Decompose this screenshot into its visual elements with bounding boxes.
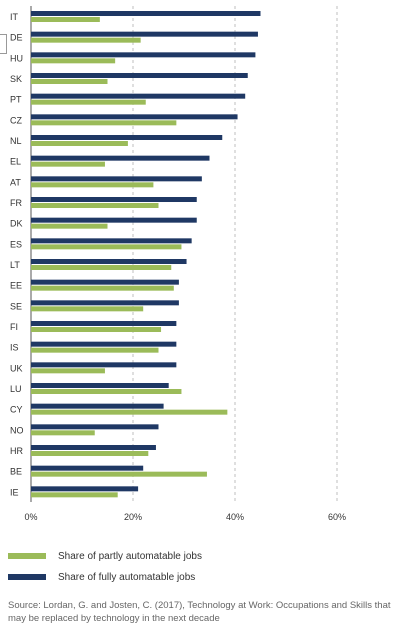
category-label-NO: NO <box>10 425 24 435</box>
bar-partly-UK <box>31 368 105 374</box>
category-label-CY: CY <box>10 405 23 415</box>
bar-fully-AT <box>31 176 202 182</box>
bar-chart: IT DE HU SK PT CZ NL EL AT FR DK ES LT EE SE FI IS UK LU CY… <box>10 6 346 522</box>
bar-fully-IT <box>31 11 261 16</box>
bar-fully-SE <box>31 300 179 306</box>
bar-partly-HR <box>31 451 149 456</box>
bar-fully-HU <box>31 52 256 58</box>
category-label-EL: EL <box>10 157 21 167</box>
bar-fully-CY <box>31 403 164 409</box>
bar-partly-DE <box>31 37 141 43</box>
bar-partly-IE <box>31 492 118 498</box>
bar-partly-BE <box>31 471 207 477</box>
panel-tab-edge <box>0 34 7 54</box>
bar-fully-NO <box>31 424 159 430</box>
category-label-IE: IE <box>10 487 19 497</box>
category-label-IS: IS <box>10 343 19 353</box>
bar-partly-IS <box>31 347 159 353</box>
category-label-FR: FR <box>10 198 22 208</box>
legend-label-partly: Share of partly automatable jobs <box>58 550 202 562</box>
legend-item-fully: Share of fully automatable jobs <box>8 570 408 584</box>
bar-partly-IT <box>31 17 100 22</box>
bar-fully-BE <box>31 465 144 471</box>
category-label-HU: HU <box>10 53 23 63</box>
bar-fully-HR <box>31 445 156 450</box>
bar-partly-DK <box>31 223 108 229</box>
category-label-PT: PT <box>10 95 22 105</box>
bar-partly-FI <box>31 327 162 332</box>
x-tick-label-1: 20% <box>124 512 142 522</box>
source-note: Source: Lordan, G. and Josten, C. (2017)… <box>8 600 391 624</box>
legend-label-fully: Share of fully automatable jobs <box>58 571 196 583</box>
x-tick-label-0: 0% <box>24 512 37 522</box>
bar-fully-NL <box>31 135 223 140</box>
category-label-DK: DK <box>10 219 23 229</box>
bar-partly-CY <box>31 409 228 415</box>
bar-fully-LT <box>31 259 187 264</box>
category-label-EE: EE <box>10 281 22 291</box>
bar-partly-SE <box>31 306 144 312</box>
bar-fully-LU <box>31 383 169 388</box>
bar-partly-EE <box>31 285 174 291</box>
category-label-FI: FI <box>10 322 18 332</box>
category-label-LT: LT <box>10 260 20 270</box>
bar-partly-CZ <box>31 120 177 126</box>
bar-fully-IS <box>31 341 177 347</box>
category-label-CZ: CZ <box>10 115 22 125</box>
bar-partly-LT <box>31 265 172 270</box>
bar-fully-UK <box>31 362 177 368</box>
bar-partly-AT <box>31 182 154 188</box>
legend-swatch-partly <box>8 553 46 559</box>
bar-fully-SK <box>31 73 248 78</box>
bar-partly-ES <box>31 244 182 250</box>
bar-partly-FR <box>31 203 159 208</box>
category-label-LU: LU <box>10 384 22 394</box>
bar-fully-CZ <box>31 114 238 120</box>
category-label-SK: SK <box>10 74 22 84</box>
bar-partly-EL <box>31 161 105 167</box>
bar-partly-SK <box>31 79 108 84</box>
bar-partly-LU <box>31 389 182 394</box>
bar-fully-DE <box>31 31 258 37</box>
category-label-BE: BE <box>10 467 22 477</box>
bar-partly-NL <box>31 141 128 146</box>
bar-fully-IE <box>31 486 139 492</box>
legend-swatch-fully <box>8 574 46 580</box>
category-label-SE: SE <box>10 301 22 311</box>
bar-fully-DK <box>31 217 197 223</box>
category-label-IT: IT <box>10 12 19 22</box>
legend-item-partly: Share of partly automatable jobs <box>8 549 408 563</box>
category-label-UK: UK <box>10 363 23 373</box>
bar-fully-EL <box>31 155 210 161</box>
bar-partly-NO <box>31 430 95 436</box>
category-label-AT: AT <box>10 177 21 187</box>
bar-partly-HU <box>31 58 116 64</box>
category-label-DE: DE <box>10 33 23 43</box>
x-tick-label-3: 60% <box>328 512 346 522</box>
bar-fully-FR <box>31 197 197 202</box>
category-label-HR: HR <box>10 446 23 456</box>
x-tick-label-2: 40% <box>226 512 244 522</box>
category-label-NL: NL <box>10 136 22 146</box>
bar-partly-PT <box>31 99 146 105</box>
bar-fully-ES <box>31 238 192 244</box>
category-label-ES: ES <box>10 239 22 249</box>
bar-fully-PT <box>31 93 246 99</box>
bar-fully-FI <box>31 321 177 326</box>
bar-fully-EE <box>31 279 179 285</box>
